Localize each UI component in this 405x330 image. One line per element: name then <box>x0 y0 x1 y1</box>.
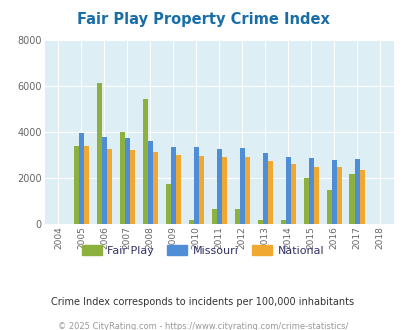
Bar <box>211 209 216 224</box>
Bar <box>143 98 147 224</box>
Bar <box>165 184 171 224</box>
Bar <box>124 138 130 224</box>
Bar <box>267 161 272 224</box>
Text: © 2025 CityRating.com - https://www.cityrating.com/crime-statistics/: © 2025 CityRating.com - https://www.city… <box>58 322 347 330</box>
Bar <box>336 167 341 224</box>
Bar <box>349 174 354 224</box>
Bar <box>171 147 175 224</box>
Bar <box>354 159 359 224</box>
Bar <box>331 160 336 224</box>
Text: Fair Play Property Crime Index: Fair Play Property Crime Index <box>77 12 328 26</box>
Bar <box>96 83 102 224</box>
Bar <box>303 178 308 224</box>
Bar <box>102 137 107 224</box>
Bar <box>221 157 226 224</box>
Bar <box>257 220 262 224</box>
Bar <box>188 220 193 224</box>
Bar <box>84 146 89 224</box>
Bar <box>239 148 244 224</box>
Bar <box>262 153 267 224</box>
Bar <box>313 167 318 224</box>
Bar <box>74 146 79 224</box>
Bar <box>285 157 290 224</box>
Bar <box>359 170 364 224</box>
Bar <box>79 133 84 224</box>
Bar <box>130 150 134 224</box>
Legend: Fair Play, Missouri, National: Fair Play, Missouri, National <box>77 241 328 260</box>
Bar <box>119 132 124 224</box>
Bar <box>193 147 198 224</box>
Bar <box>175 155 181 224</box>
Bar <box>308 158 313 224</box>
Bar <box>147 141 152 224</box>
Bar <box>326 190 331 224</box>
Bar <box>107 148 112 224</box>
Bar <box>198 156 203 224</box>
Bar <box>152 152 158 224</box>
Bar <box>216 148 221 224</box>
Bar <box>280 220 285 224</box>
Bar <box>244 157 249 224</box>
Bar <box>234 209 239 224</box>
Text: Crime Index corresponds to incidents per 100,000 inhabitants: Crime Index corresponds to incidents per… <box>51 297 354 307</box>
Bar <box>290 164 295 224</box>
